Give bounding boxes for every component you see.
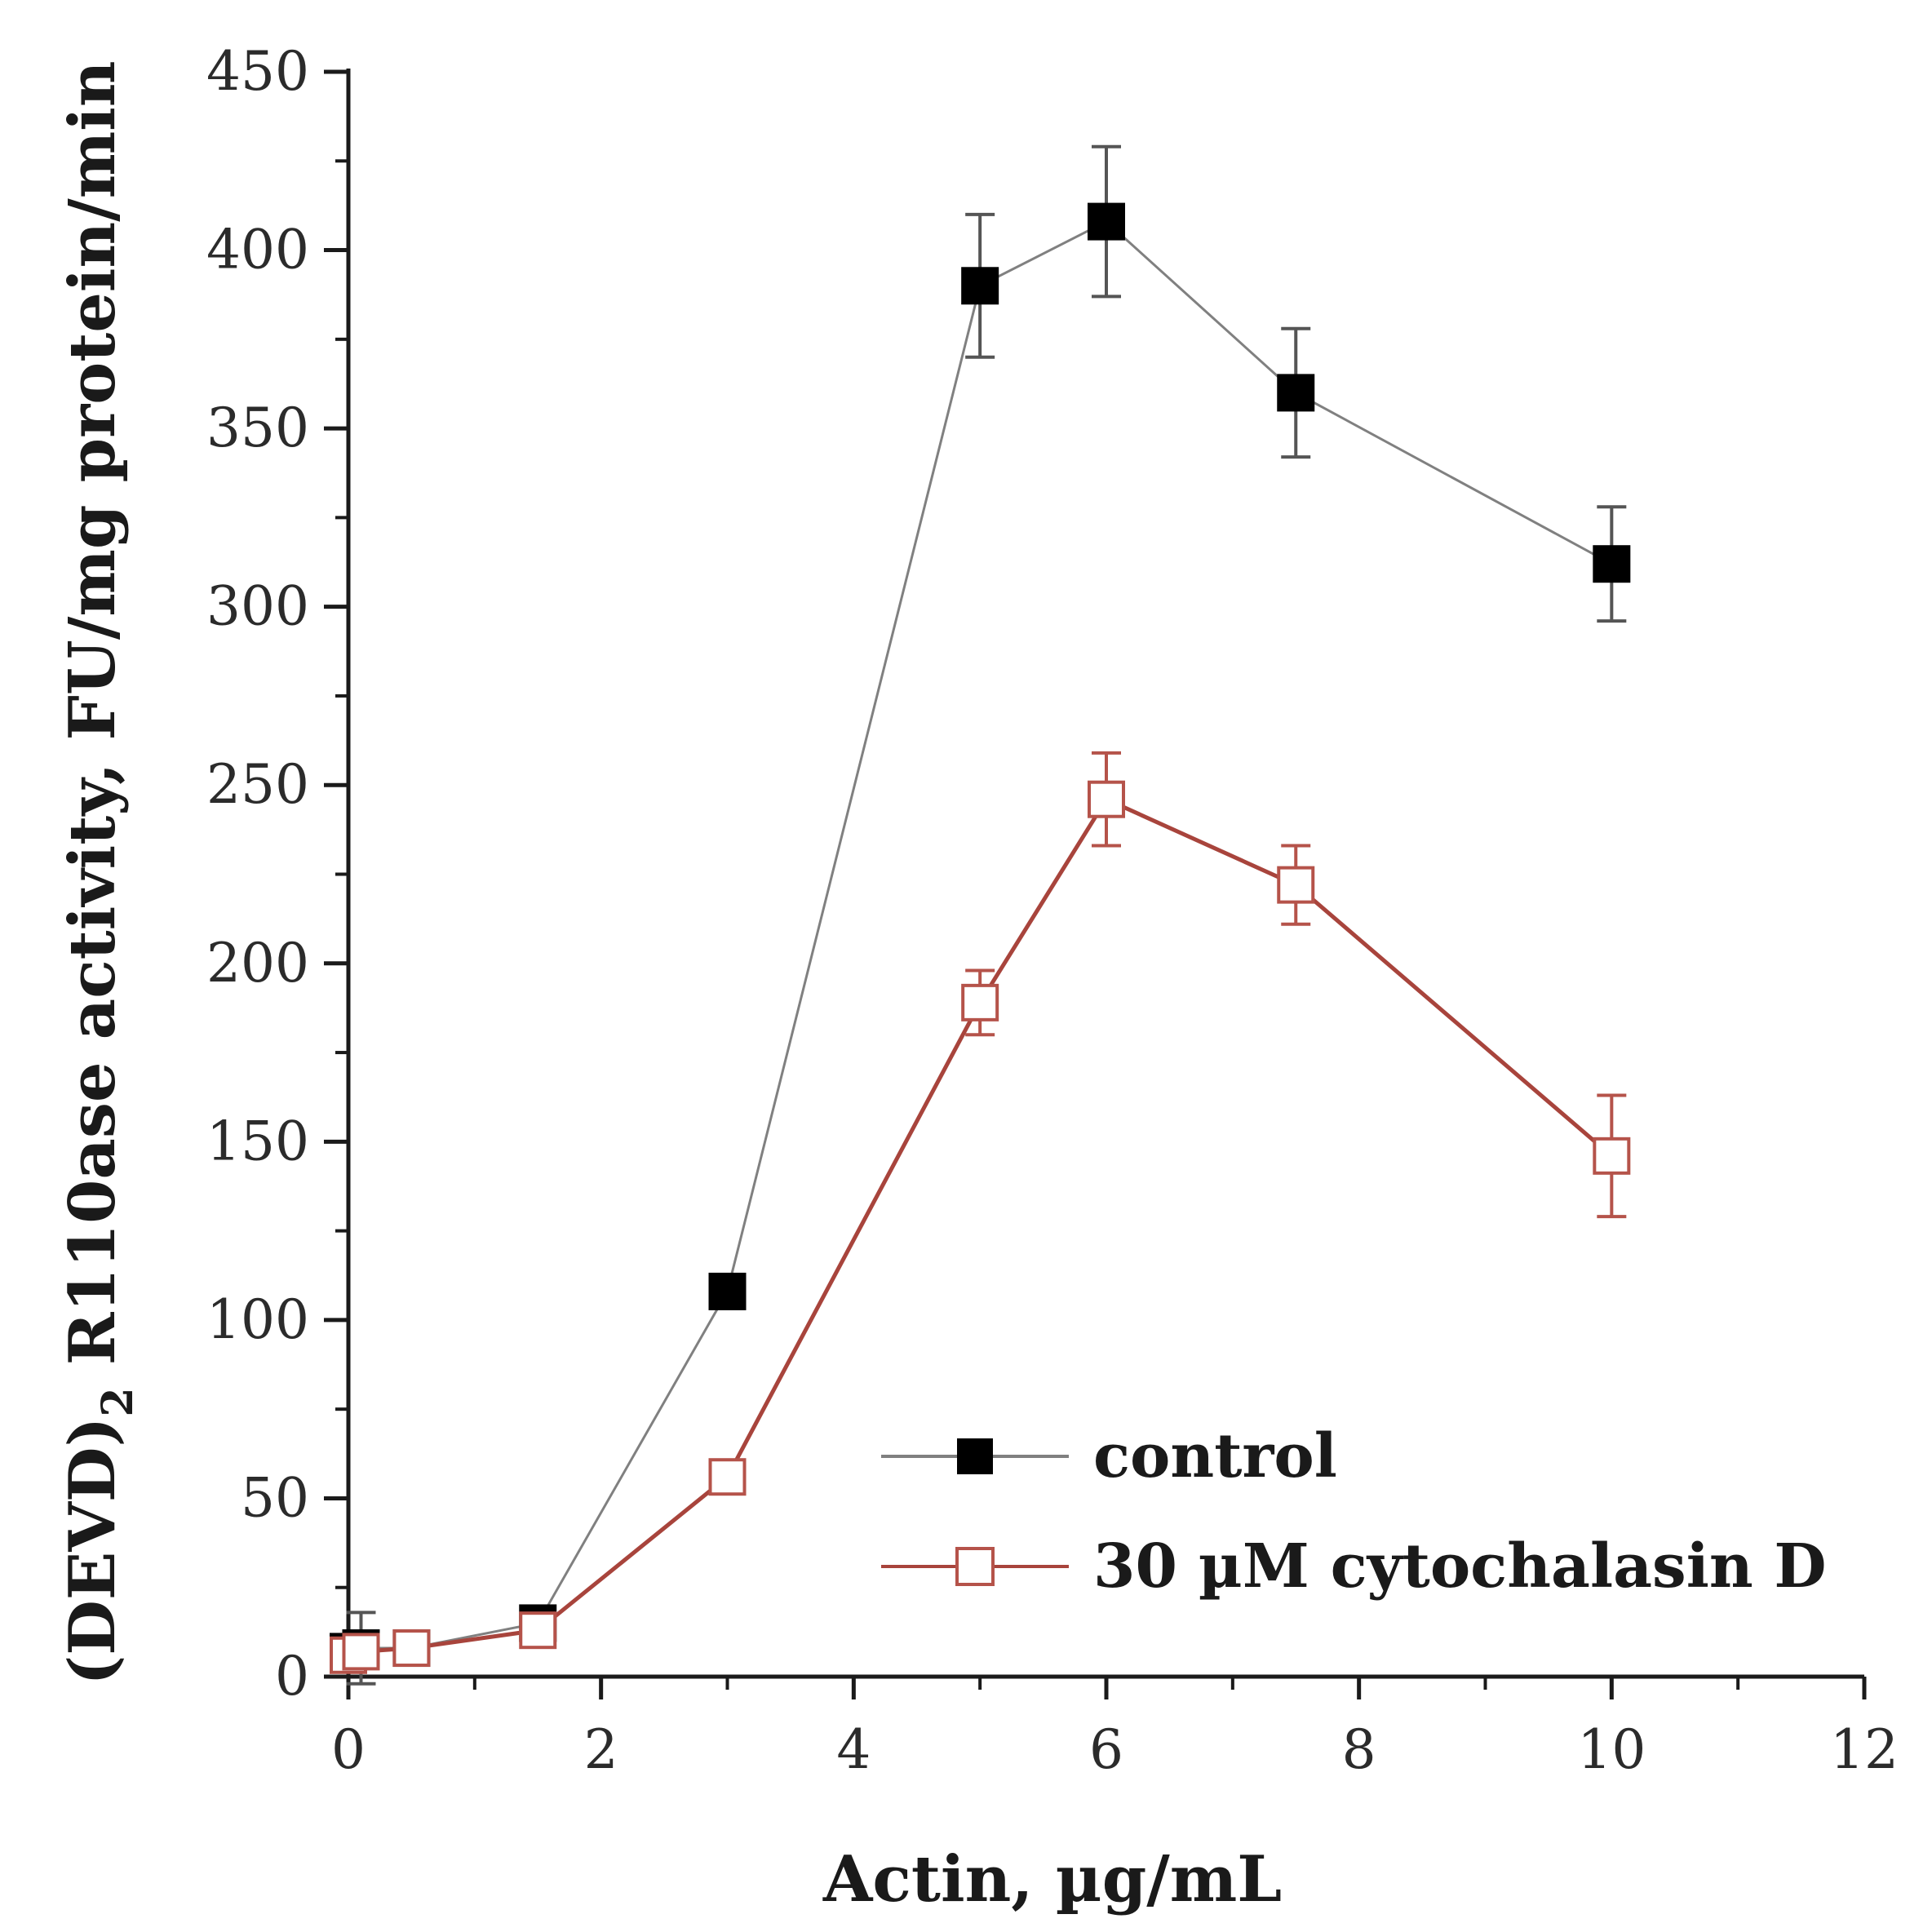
data-point <box>1088 202 1125 241</box>
data-point <box>1593 545 1631 583</box>
data-point <box>342 1633 380 1671</box>
data-point <box>1277 374 1315 412</box>
series-line <box>348 219 1613 1653</box>
legend-item-cytochalasin: 30 µM cytochalasin D <box>881 1531 1827 1602</box>
y-axis-ticks: 0 50 100 150 200 250 300 350 400 450 <box>206 40 348 1708</box>
x-tick-label: 4 <box>836 1718 871 1781</box>
x-axis-ticks: 0 2 4 6 8 10 12 <box>331 1677 1899 1781</box>
data-point <box>961 983 999 1021</box>
legend: control 30 µM cytochalasin D <box>881 1421 1827 1602</box>
y-axis-title: (DEVD)2 R110ase activity, FU/mg protein/… <box>55 60 143 1685</box>
data-point <box>392 1629 431 1668</box>
x-axis-title: Actin, µg/mL <box>822 1842 1282 1916</box>
x-tick-label: 0 <box>331 1718 366 1781</box>
data-point <box>708 1458 747 1496</box>
x-tick-label: 8 <box>1342 1718 1376 1781</box>
legend-label-cytochalasin: 30 µM cytochalasin D <box>1093 1531 1827 1602</box>
data-point <box>519 1611 557 1650</box>
x-tick-label: 6 <box>1089 1718 1123 1781</box>
legend-marker-cytochalasin <box>955 1547 995 1586</box>
y-tick-label: 400 <box>206 219 309 281</box>
y-tick-label: 100 <box>206 1288 309 1351</box>
data-point <box>1277 866 1315 904</box>
y-tick-label: 0 <box>275 1645 309 1708</box>
series-cytochalasin <box>330 751 1631 1674</box>
x-tick-label: 12 <box>1830 1718 1899 1781</box>
series-layer <box>330 144 1631 1686</box>
x-tick-label: 2 <box>584 1718 618 1781</box>
y-axis-title-subscript: 2 <box>93 1387 143 1416</box>
y-tick-label: 150 <box>206 1110 309 1172</box>
y-tick-label: 300 <box>206 575 309 638</box>
data-point <box>1593 1137 1631 1175</box>
legend-label-control: control <box>1093 1421 1337 1491</box>
x-tick-label: 10 <box>1577 1718 1646 1781</box>
y-axis-title-rest: R110ase activity, FU/mg protein/min <box>55 60 130 1387</box>
data-point <box>961 267 999 305</box>
data-point <box>708 1272 747 1310</box>
y-tick-label: 50 <box>241 1466 309 1529</box>
data-point <box>1088 780 1125 818</box>
y-tick-label: 350 <box>206 397 309 459</box>
series-line <box>348 796 1613 1658</box>
y-tick-label: 450 <box>206 40 309 103</box>
y-tick-label: 250 <box>206 753 309 816</box>
legend-marker-control <box>957 1438 993 1474</box>
legend-item-control: control <box>881 1421 1337 1491</box>
y-tick-label: 200 <box>206 932 309 995</box>
y-axis-title-main: (DEVD) <box>55 1417 130 1686</box>
